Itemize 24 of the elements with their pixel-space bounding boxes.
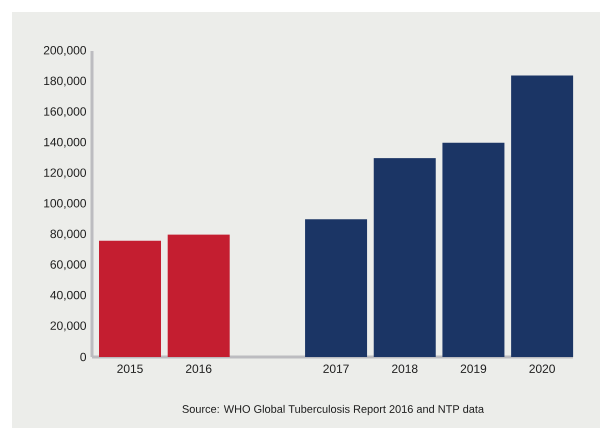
y-tick-label: 200,000 [44,46,86,56]
x-tick-label: 2016 [186,364,212,373]
source-note: Source: WHO Global Tuberculosis Report 2016 and NTP data [182,404,484,416]
bar [168,234,230,357]
y-tick-label: 100,000 [44,199,86,209]
y-tick-label: 60,000 [50,260,86,270]
y-tick-label: 80,000 [50,230,86,240]
bar [511,75,574,357]
y-tick-label: 180,000 [44,76,86,87]
y-tick-label: 160,000 [44,107,86,118]
bar [442,142,504,357]
y-tick-label: 0 [80,352,86,362]
bar [374,158,436,357]
x-tick-label: 2017 [323,364,349,373]
y-tick-label: 40,000 [50,290,86,301]
y-tick-label: 20,000 [50,321,86,332]
x-tick-label: 2020 [529,364,555,373]
y-tick-label: 140,000 [44,138,86,148]
y-tick-label: 120,000 [44,168,86,178]
x-tick-label: 2019 [460,364,486,373]
x-tick-label: 2015 [117,364,143,373]
x-tick-label: 2018 [392,364,418,373]
bar [99,240,162,357]
bar [305,219,368,357]
